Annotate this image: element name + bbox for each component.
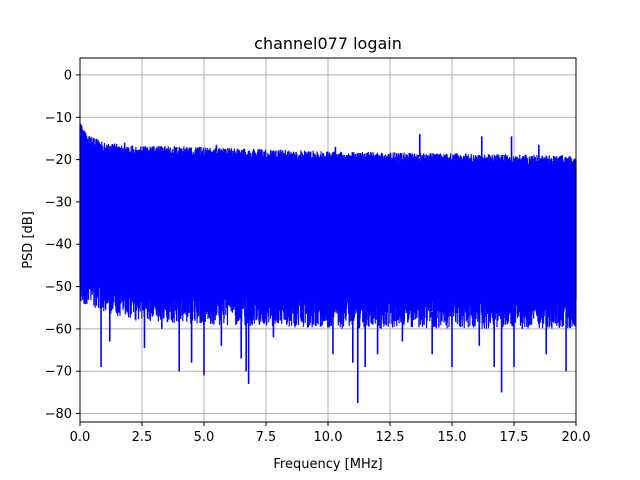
x-tick-label: 5.0 — [194, 430, 215, 445]
y-axis: 0 −10 −20 −30 −40 −50 −60 −70 −80 — [45, 68, 80, 422]
x-tick-label: 17.5 — [500, 430, 529, 445]
x-tick-label: 20.0 — [562, 430, 591, 445]
y-tick-label: −40 — [45, 238, 72, 253]
y-tick-label: −30 — [45, 195, 72, 210]
y-tick-label: −70 — [45, 365, 72, 380]
y-tick-label: −10 — [45, 111, 72, 126]
x-tick-label: 7.5 — [256, 430, 277, 445]
x-tick-label: 12.5 — [376, 430, 405, 445]
y-tick-label: 0 — [64, 68, 72, 83]
y-axis-label: PSD [dB] — [21, 211, 36, 269]
x-tick-label: 10.0 — [314, 430, 343, 445]
chart-title: channel077 logain — [254, 34, 402, 53]
y-tick-label: −60 — [45, 322, 72, 337]
y-tick-label: −20 — [45, 153, 72, 168]
x-tick-label: 2.5 — [132, 430, 153, 445]
x-tick-label: 0.0 — [70, 430, 91, 445]
x-axis: 0.0 2.5 5.0 7.5 10.0 12.5 15.0 17.5 20.0 — [70, 422, 591, 445]
plot-area — [79, 123, 577, 403]
y-tick-label: −80 — [45, 407, 72, 422]
x-tick-label: 15.0 — [438, 430, 467, 445]
y-tick-label: −50 — [45, 280, 72, 295]
psd-series-line — [79, 123, 577, 329]
x-axis-label: Frequency [MHz] — [273, 457, 382, 472]
